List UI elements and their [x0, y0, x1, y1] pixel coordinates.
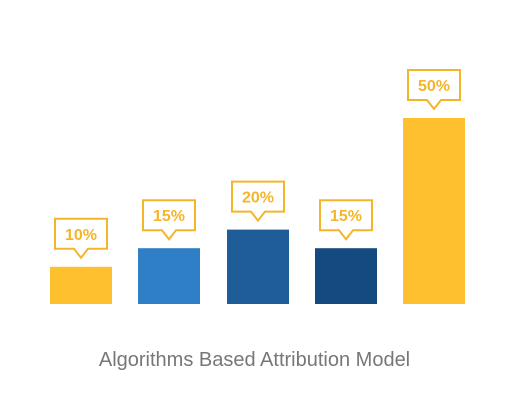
data-label-callout-3 — [231, 180, 285, 223]
data-label-3: 20% — [242, 190, 274, 207]
bar-3 — [227, 229, 289, 304]
data-label-callout-4 — [319, 199, 373, 241]
bar-1 — [50, 266, 112, 304]
data-label-2: 15% — [153, 208, 185, 225]
data-label-4: 15% — [330, 208, 362, 225]
bar-2 — [138, 248, 200, 304]
bar-4 — [315, 248, 377, 304]
data-label-callout-1 — [54, 217, 108, 260]
bar-5 — [403, 118, 465, 304]
data-label-callout-2 — [142, 199, 196, 241]
data-label-1: 10% — [65, 227, 97, 244]
data-label-5: 50% — [418, 78, 450, 95]
data-label-callout-5 — [407, 69, 461, 111]
chart-title: Algorithms Based Attribution Model — [98, 349, 411, 371]
